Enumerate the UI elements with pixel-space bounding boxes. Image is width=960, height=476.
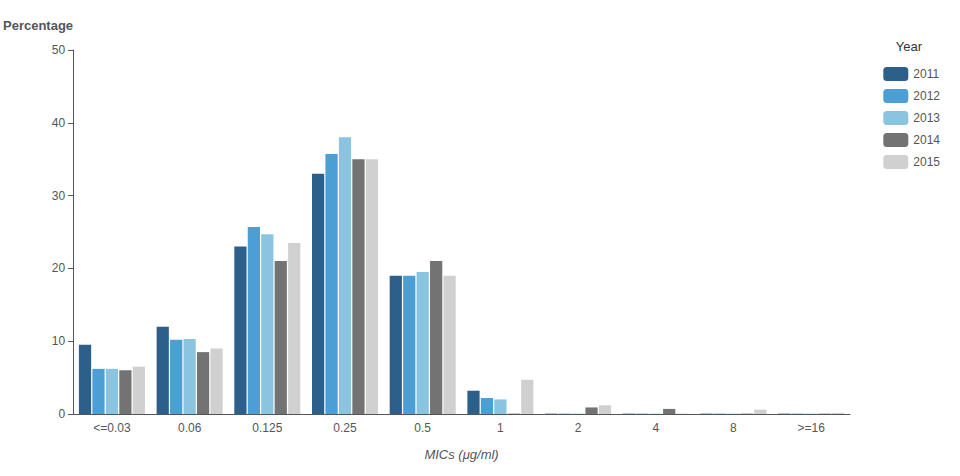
svg-text:<=0.03: <=0.03 — [93, 421, 131, 435]
svg-text:Year: Year — [896, 39, 923, 54]
svg-text:10: 10 — [52, 334, 66, 348]
svg-text:2012: 2012 — [913, 89, 940, 103]
svg-text:20: 20 — [52, 261, 66, 275]
svg-text:50: 50 — [52, 43, 66, 57]
svg-text:4: 4 — [652, 421, 659, 435]
svg-text:30: 30 — [52, 189, 66, 203]
svg-text:2013: 2013 — [913, 111, 940, 125]
svg-text:0: 0 — [58, 407, 65, 421]
svg-text:Percentage: Percentage — [3, 18, 73, 33]
svg-text:0.5: 0.5 — [414, 421, 431, 435]
svg-text:2: 2 — [575, 421, 582, 435]
svg-text:1: 1 — [497, 421, 504, 435]
svg-text:0.125: 0.125 — [252, 421, 282, 435]
svg-text:2015: 2015 — [913, 155, 940, 169]
svg-text:2011: 2011 — [913, 67, 939, 81]
svg-text:0.25: 0.25 — [333, 421, 357, 435]
svg-text:40: 40 — [52, 116, 66, 130]
svg-text:MICs (μg/ml): MICs (μg/ml) — [424, 447, 498, 462]
svg-text:2014: 2014 — [913, 133, 940, 147]
svg-text:>=16: >=16 — [797, 421, 825, 435]
svg-text:8: 8 — [730, 421, 737, 435]
svg-text:0.06: 0.06 — [178, 421, 202, 435]
